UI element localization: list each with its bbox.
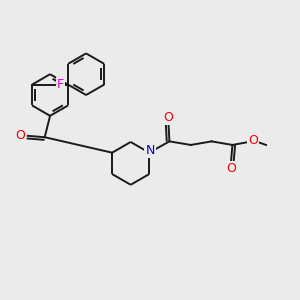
Text: F: F (57, 78, 64, 91)
Text: O: O (15, 129, 25, 142)
Text: O: O (226, 162, 236, 175)
Text: O: O (248, 134, 258, 147)
Text: O: O (164, 111, 173, 124)
Text: N: N (146, 144, 155, 157)
